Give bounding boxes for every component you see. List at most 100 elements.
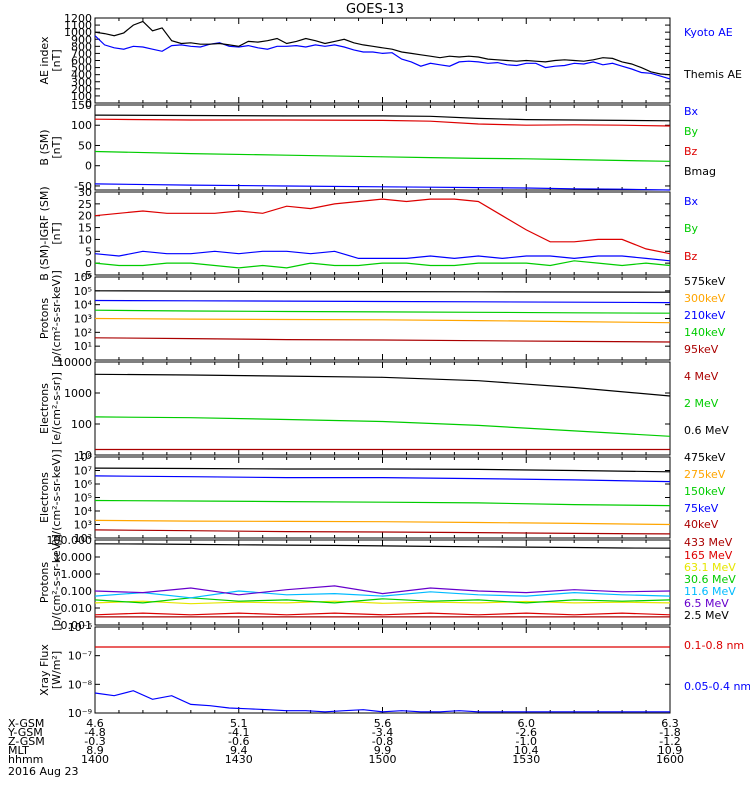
y-tick-label: 50 bbox=[78, 139, 92, 152]
ephemeris-value: 10.9 bbox=[658, 744, 683, 757]
panel-b: -50 0 50 100 150 B (SM) [nT] Bx By Bz Bmag bbox=[38, 99, 716, 193]
panel-frame bbox=[94, 17, 671, 104]
series-line-by bbox=[94, 150, 671, 162]
ephemeris-value: 4.6 bbox=[86, 717, 104, 730]
y-tick-label: 10⁻⁷ bbox=[68, 650, 92, 663]
legend-label: 95keV bbox=[684, 343, 719, 356]
ephemeris-value: -4.8 bbox=[84, 726, 105, 739]
panel-ae: 0100200300400500600700800900100011001200… bbox=[38, 12, 742, 110]
legend-label: 575keV bbox=[684, 275, 726, 288]
legend-label: 0.1-0.8 nm bbox=[684, 639, 744, 652]
series-line-bx bbox=[94, 183, 671, 191]
ephemeris-value: 1500 bbox=[369, 753, 397, 766]
series-line-75kev bbox=[94, 475, 671, 483]
ephemeris-row-label: MLT bbox=[8, 744, 29, 757]
legend-label: By bbox=[684, 222, 699, 235]
legend-label: 4 MeV bbox=[684, 370, 719, 383]
legend-label: 40keV bbox=[684, 518, 719, 531]
ephemeris-value: 6.3 bbox=[661, 717, 679, 730]
series-line-475kev bbox=[94, 467, 671, 473]
y-tick-label: 10⁶ bbox=[74, 478, 93, 491]
ephemeris-value: 1530 bbox=[512, 753, 540, 766]
y-tick-label: 10.000 bbox=[54, 551, 93, 564]
ephemeris-value: -0.8 bbox=[372, 735, 393, 748]
panel-frame bbox=[94, 104, 671, 191]
y-tick-label: 10³ bbox=[74, 519, 92, 532]
legend-label: By bbox=[684, 125, 699, 138]
y-tick-label: 15 bbox=[78, 222, 92, 235]
y-tick-label: 10⁶ bbox=[74, 271, 93, 284]
legend-label: Bmag bbox=[684, 165, 716, 178]
series-line-210kev bbox=[94, 299, 671, 304]
y-tick-label: 10000 bbox=[57, 356, 92, 369]
ephemeris-value: -0.6 bbox=[228, 735, 249, 748]
y-tick-label: 500 bbox=[71, 62, 92, 75]
ephemeris-value: -0.3 bbox=[84, 735, 105, 748]
series-line-0-05-0-4-nm bbox=[94, 690, 670, 713]
series-line-300kev bbox=[94, 317, 671, 324]
ephemeris-value: -3.4 bbox=[372, 726, 393, 739]
series-line-40kev bbox=[94, 529, 671, 535]
y-tick-label: 800 bbox=[71, 40, 92, 53]
y-tick-label: 10⁻⁶ bbox=[68, 621, 93, 634]
y-tick-label: 10⁵ bbox=[74, 285, 92, 298]
legend-label: 2 MeV bbox=[684, 397, 719, 410]
y-tick-label: 100 bbox=[71, 119, 92, 132]
y-tick-label: 10⁸ bbox=[74, 451, 93, 464]
y-tick-label: 100 bbox=[71, 418, 92, 431]
y-tick-label: 0.100 bbox=[61, 585, 93, 598]
legend-label: 6.5 MeV bbox=[684, 597, 729, 610]
legend-label: Themis AE bbox=[683, 68, 742, 81]
y-tick-label: 100.000 bbox=[47, 534, 93, 547]
legend-label: 165 MeV bbox=[684, 549, 733, 562]
y-axis-label: Protons bbox=[38, 298, 51, 339]
y-tick-label: 10¹ bbox=[74, 340, 92, 353]
series-line-2-mev bbox=[94, 416, 671, 437]
legend-label: 11.6 MeV bbox=[684, 585, 736, 598]
series-line-by bbox=[94, 260, 671, 269]
y-tick-label: 25 bbox=[78, 198, 92, 211]
y-tick-label: 10⁵ bbox=[74, 492, 92, 505]
legend-label: 140keV bbox=[684, 326, 726, 339]
panels-group: 0100200300400500600700800900100011001200… bbox=[38, 12, 750, 720]
panel-frame bbox=[94, 539, 671, 626]
series-line-kyoto-ae bbox=[94, 35, 671, 80]
panel-electrons_int: 10 100 1000 10000 Electrons [e/(cm²-s-sr)] 4 M… bbox=[38, 356, 729, 462]
ephemeris-value: 10.4 bbox=[514, 744, 539, 757]
y-tick-label: 10⁷ bbox=[74, 465, 92, 478]
legend-label: 63.1 MeV bbox=[684, 561, 736, 574]
y-tick-label: 300 bbox=[71, 76, 92, 89]
y-tick-label: 600 bbox=[71, 55, 92, 68]
y-tick-label: 5 bbox=[85, 245, 92, 258]
series-line-11-6-mev bbox=[94, 590, 671, 599]
ephemeris-row-label: X-GSM bbox=[8, 717, 44, 730]
y-tick-label: 0 bbox=[85, 97, 92, 110]
y-axis-label: Electrons bbox=[38, 383, 51, 434]
legend-label: 0.05-0.4 nm bbox=[684, 680, 750, 693]
legend-label: 300keV bbox=[684, 292, 726, 305]
ephemeris-value: -1.0 bbox=[516, 735, 537, 748]
legend-label: 150keV bbox=[684, 485, 726, 498]
ephemeris-value: 9.4 bbox=[230, 744, 248, 757]
legend-label: Bx bbox=[684, 105, 699, 118]
y-axis-label: [e/(cm²-s-sr)] bbox=[50, 372, 63, 445]
legend-label: 2.5 MeV bbox=[684, 609, 729, 622]
ephemeris-row-label: hhmm bbox=[8, 753, 43, 766]
ephemeris-value: 6.0 bbox=[518, 717, 536, 730]
series-line-2-5-mev bbox=[94, 543, 671, 549]
series-line-bx bbox=[94, 250, 671, 262]
panel-xray: 10⁻⁹ 10⁻⁸ 10⁻⁷ 10⁻⁶ Xray Flux [W/m²] 0.1-0.8 n… bbox=[38, 621, 750, 720]
series-line-bz bbox=[94, 118, 671, 127]
y-tick-label: 1000 bbox=[64, 387, 92, 400]
y-axis-label: [nT] bbox=[50, 136, 63, 158]
y-axis-label: AE index bbox=[38, 36, 51, 85]
y-tick-label: 700 bbox=[71, 47, 92, 60]
legend-label: Bx bbox=[684, 195, 699, 208]
series-line-bmag bbox=[94, 114, 671, 122]
ephemeris-value: 1600 bbox=[656, 753, 684, 766]
y-axis-label: [e/(cm²-s-sr-keV)] bbox=[50, 449, 63, 545]
y-tick-label: -5 bbox=[81, 269, 92, 282]
ephemeris-value: -1.8 bbox=[659, 726, 680, 739]
